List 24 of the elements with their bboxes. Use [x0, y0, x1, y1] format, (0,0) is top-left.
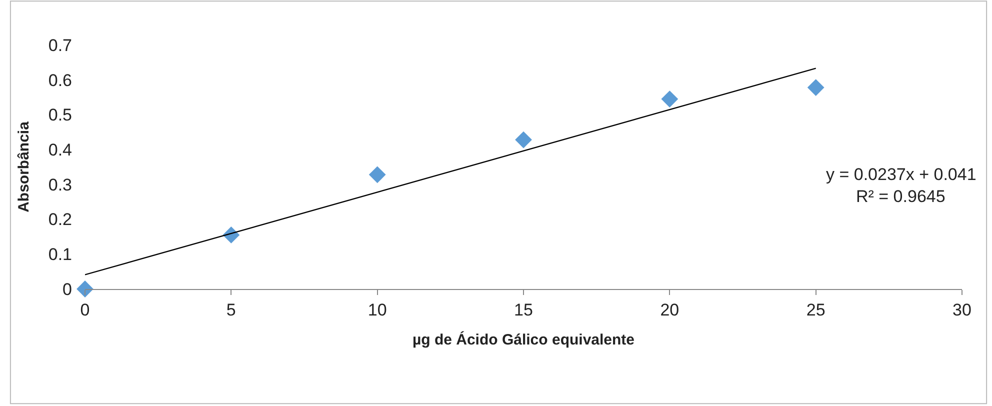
x-tick-label: 0 [80, 300, 90, 320]
point [368, 166, 386, 184]
y-tick-label: 0.1 [48, 245, 72, 264]
x-tick-label: 25 [806, 300, 826, 320]
point [515, 131, 532, 148]
x-tick-label: 15 [514, 300, 533, 320]
x-tick-label: 5 [226, 300, 236, 320]
y-axis-title: Absorbância [16, 120, 33, 212]
x-tick-label: 20 [660, 300, 680, 320]
point [76, 280, 94, 298]
y-tick-label: 0.2 [48, 210, 72, 230]
y-tick-label: 0.7 [48, 36, 72, 55]
y-tick-label: 0.6 [48, 70, 72, 90]
y-tick-label: 0.5 [48, 106, 72, 125]
annotation: R² = 0.9645 [856, 187, 946, 206]
point [661, 90, 678, 108]
x-axis-title: µg de Ácido Gálico equivalente [412, 330, 635, 348]
y-tick-label: 0 [62, 280, 72, 299]
x-tick-label: 30 [952, 300, 972, 320]
y-tick-label: 0.3 [48, 175, 72, 194]
x-tick-label: 10 [368, 300, 387, 320]
point [807, 79, 824, 96]
y-tick-label: 0.4 [48, 140, 72, 160]
annotation: y = 0.0237x + 0.041 [826, 165, 976, 184]
